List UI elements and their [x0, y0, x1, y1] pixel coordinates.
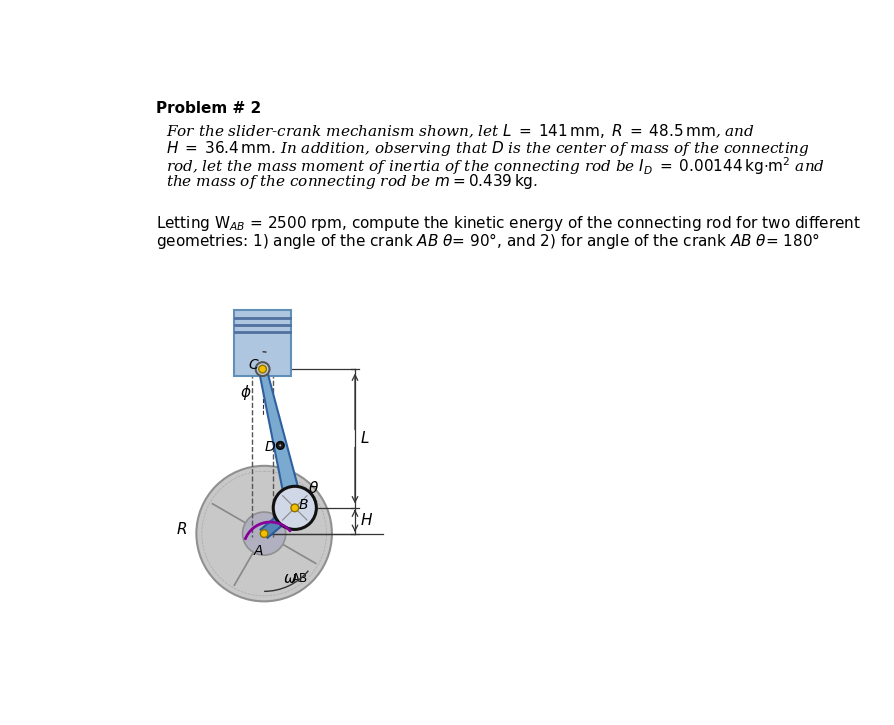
Text: A: A	[253, 544, 263, 558]
Circle shape	[258, 365, 266, 373]
Text: the mass of the connecting rod be $m = 0.439\,\mathrm{kg}$.: the mass of the connecting rod be $m = 0…	[166, 173, 538, 191]
Text: Problem # 2: Problem # 2	[156, 101, 262, 116]
Text: B: B	[299, 498, 308, 512]
Text: $H\;=\;36.4\,\mathrm{mm}$. In addition, observing that $D$ is the center of mass: $H\;=\;36.4\,\mathrm{mm}$. In addition, …	[166, 138, 810, 157]
Text: L: L	[360, 431, 369, 446]
Polygon shape	[261, 504, 299, 538]
Circle shape	[279, 444, 282, 447]
Text: C: C	[249, 358, 258, 372]
Circle shape	[274, 486, 316, 529]
Text: D: D	[265, 440, 275, 454]
Text: AB: AB	[291, 572, 308, 585]
Circle shape	[256, 362, 269, 376]
Circle shape	[242, 512, 286, 555]
Text: ω: ω	[284, 571, 297, 586]
FancyBboxPatch shape	[233, 310, 291, 376]
Text: geometries: 1) angle of the crank $AB$ $\theta$= 90°, and 2) for angle of the cr: geometries: 1) angle of the crank $AB$ $…	[156, 231, 821, 251]
Text: H: H	[360, 513, 372, 529]
Circle shape	[197, 466, 332, 601]
Text: R: R	[176, 522, 187, 537]
Text: Letting W$_{AB}$ = 2500 rpm, compute the kinetic energy of the connecting rod fo: Letting W$_{AB}$ = 2500 rpm, compute the…	[156, 214, 862, 233]
Text: ϕ: ϕ	[241, 385, 251, 399]
Text: rod, let the mass moment of inertia of the connecting rod be $I_D\;=\;0.00144\,\: rod, let the mass moment of inertia of t…	[166, 156, 825, 177]
Polygon shape	[259, 368, 303, 510]
Text: For the slider-crank mechanism shown, let $L\;=\;141\,\mathrm{mm},\;R\;=\;48.5\,: For the slider-crank mechanism shown, le…	[166, 122, 755, 140]
Circle shape	[260, 530, 268, 537]
Text: θ: θ	[308, 481, 318, 496]
Circle shape	[276, 442, 284, 450]
Circle shape	[291, 504, 299, 512]
